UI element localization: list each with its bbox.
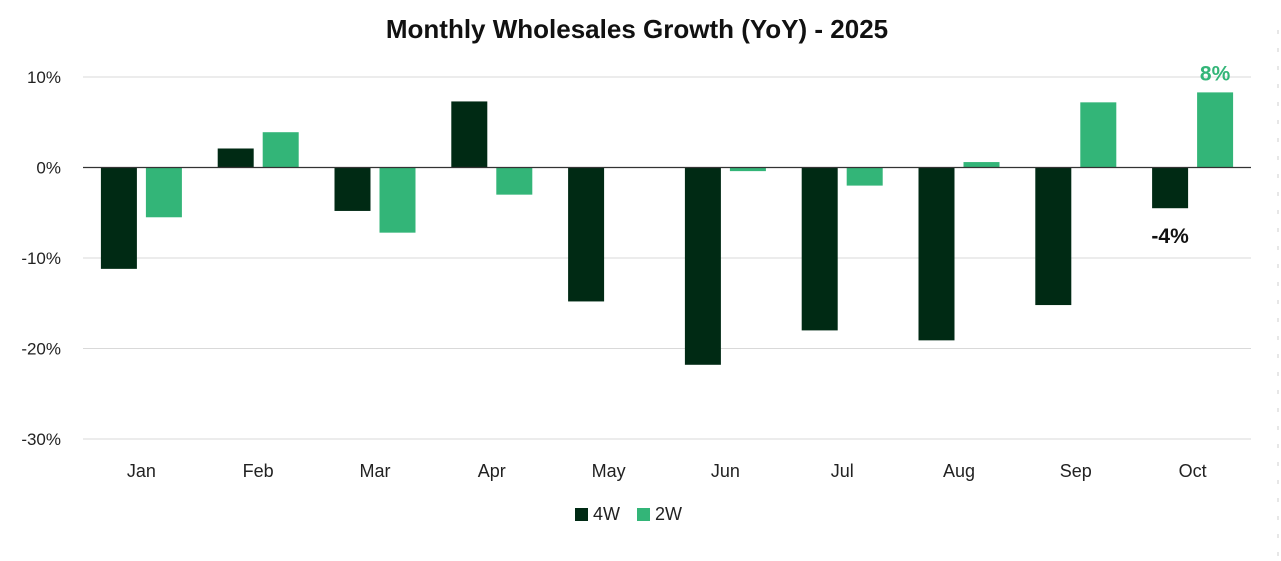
- x-category-label: May: [592, 461, 626, 481]
- bar-4w-feb: [217, 148, 254, 168]
- x-category-label: Jun: [711, 461, 740, 481]
- x-category-label: Feb: [243, 461, 274, 481]
- y-axis-ticks: 10% 0% -10% -20% -30%: [21, 68, 61, 449]
- bar-4w-mar: [334, 167, 371, 211]
- y-tick-label: -20%: [21, 340, 61, 359]
- gridlines: [83, 76, 1251, 440]
- x-category-label: Jan: [127, 461, 156, 481]
- bar-2w-apr: [496, 167, 533, 195]
- legend-label: 2W: [655, 504, 682, 524]
- data-label: 8%: [1200, 62, 1231, 85]
- bar-2w-feb: [262, 132, 299, 168]
- data-label: -4%: [1151, 225, 1189, 248]
- x-category-label: Oct: [1179, 461, 1207, 481]
- y-tick-label: -30%: [21, 430, 61, 449]
- y-tick-label: 10%: [27, 68, 61, 87]
- bars: [100, 92, 1234, 365]
- legend: 4W 2W: [575, 504, 682, 524]
- x-category-label: Apr: [478, 461, 506, 481]
- bar-2w-aug: [963, 162, 1000, 168]
- bar-4w-oct: [1152, 167, 1189, 209]
- x-axis-categories: Jan Feb Mar Apr May Jun Jul Aug Sep Oct: [127, 461, 1207, 481]
- x-category-label: Mar: [360, 461, 391, 481]
- bar-2w-mar: [379, 167, 416, 233]
- bar-2w-jul: [846, 167, 883, 186]
- bar-2w-jun: [729, 167, 766, 172]
- annotations: 8% -4%: [1151, 62, 1230, 248]
- bar-2w-oct: [1197, 92, 1234, 168]
- bar-4w-apr: [451, 101, 488, 168]
- bar-4w-jun: [684, 167, 721, 365]
- bar-4w-aug: [918, 167, 955, 341]
- bar-4w-sep: [1035, 167, 1072, 306]
- y-tick-label: 0%: [36, 159, 61, 178]
- legend-swatch-4w: [575, 508, 588, 521]
- legend-label: 4W: [593, 504, 620, 524]
- x-category-label: Aug: [943, 461, 975, 481]
- y-tick-label: -10%: [21, 249, 61, 268]
- legend-swatch-2w: [637, 508, 650, 521]
- bar-4w-jul: [801, 167, 838, 331]
- bar-2w-jan: [145, 167, 182, 218]
- bar-4w-jan: [100, 167, 137, 269]
- bar-2w-sep: [1080, 102, 1117, 168]
- x-category-label: Sep: [1060, 461, 1092, 481]
- chart-title: Monthly Wholesales Growth (YoY) - 2025: [386, 14, 888, 44]
- bar-4w-may: [568, 167, 605, 302]
- x-category-label: Jul: [831, 461, 854, 481]
